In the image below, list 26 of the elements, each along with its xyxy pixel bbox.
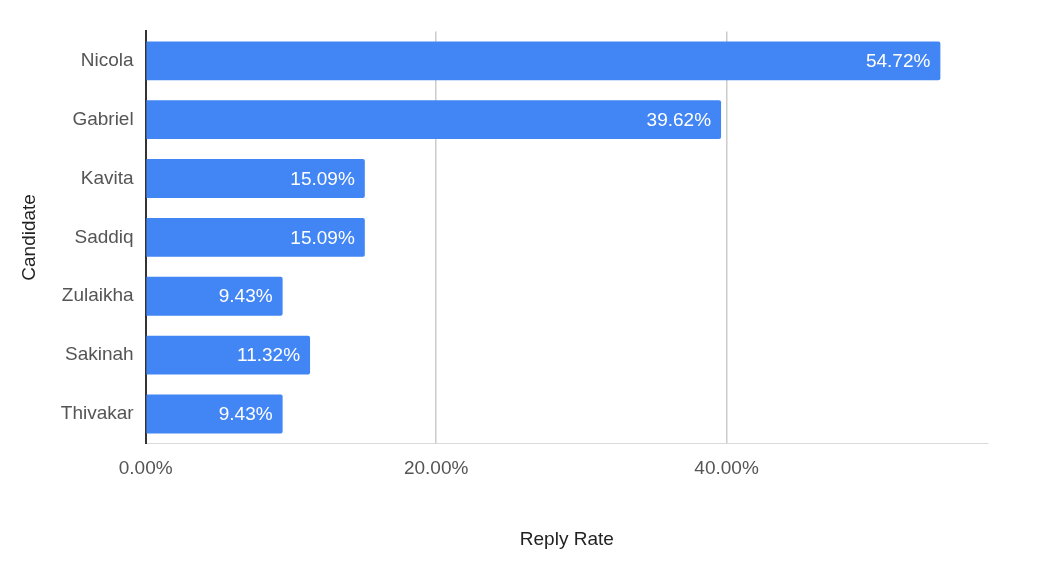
- bar: [146, 217, 365, 257]
- data-label: 15.09%: [290, 226, 355, 248]
- bar: [146, 394, 283, 434]
- data-label: 39.62%: [646, 108, 712, 130]
- y-tick-label: Saddiq: [74, 225, 134, 247]
- bar: [146, 276, 283, 316]
- bar: [146, 41, 941, 81]
- y-axis-title: Candidate: [17, 194, 39, 281]
- y-tick-label: Thivakar: [60, 402, 135, 424]
- data-label: 15.09%: [290, 167, 355, 189]
- data-label: 9.43%: [218, 285, 273, 307]
- bar: [146, 100, 722, 140]
- x-axis-title: Reply Rate: [519, 527, 614, 549]
- bar: [146, 335, 311, 375]
- bar: [146, 159, 365, 198]
- y-tick-label: Gabriel: [72, 107, 134, 129]
- y-tick-label: Sakinah: [64, 343, 134, 365]
- y-tick-label: Zulaikha: [61, 284, 135, 306]
- x-tick-label: 40.00%: [694, 457, 759, 479]
- y-tick-label: Nicola: [80, 49, 135, 71]
- x-tick-label: 20.00%: [403, 457, 469, 479]
- y-tick-label: Kavita: [80, 166, 135, 188]
- data-label: 9.43%: [218, 403, 273, 425]
- data-label: 54.72%: [865, 50, 931, 72]
- x-tick-label: 0.00%: [118, 457, 173, 479]
- data-label: 11.32%: [237, 344, 301, 366]
